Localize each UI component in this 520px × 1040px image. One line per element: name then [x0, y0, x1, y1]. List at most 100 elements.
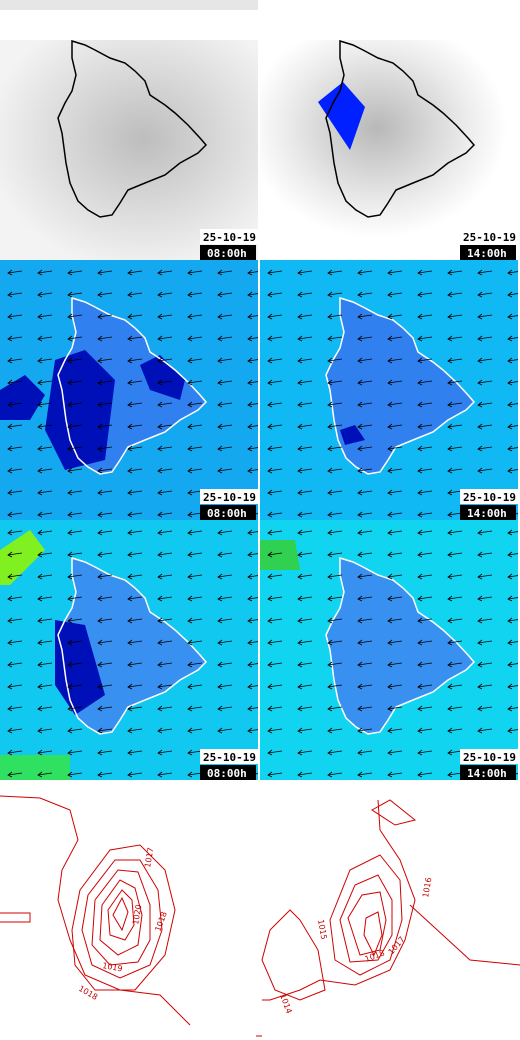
wind-arrow [7, 639, 23, 646]
island-outline [57, 296, 208, 475]
wind-arrow [297, 749, 313, 756]
wind-arrow [417, 467, 433, 474]
wind-arrow [327, 511, 343, 518]
time-box [200, 505, 256, 520]
wind-arrow [387, 705, 403, 712]
wind-arrow [7, 269, 23, 276]
wind-arrow [247, 705, 258, 712]
wind-arrow [127, 749, 143, 756]
wind-arrow [97, 573, 113, 580]
wind-arrow [267, 661, 283, 668]
wind-arrow [97, 269, 113, 276]
island-outline [325, 39, 476, 218]
wind-arrow [447, 551, 463, 558]
map-tile: 25-10-19 14:00h [260, 260, 518, 520]
wind-arrow [97, 423, 113, 430]
wind-arrow [247, 661, 258, 668]
island-outline [57, 39, 208, 218]
wind-arrow [67, 639, 83, 646]
wind-arrow [267, 335, 283, 342]
wind-arrow [37, 291, 53, 298]
wind-arrow [477, 335, 493, 342]
wind-arrow [357, 313, 373, 320]
wind-arrow [297, 551, 313, 558]
wind-arrow [507, 467, 518, 474]
wind-arrow [477, 705, 493, 712]
wind-arrow [507, 423, 518, 430]
wind-arrow [67, 683, 83, 690]
wind-arrow [507, 573, 518, 580]
map-tile: 25-10-19 08:00h [0, 39, 258, 260]
wind-arrow [7, 749, 23, 756]
wind-arrow [267, 595, 283, 602]
wind-arrow [127, 705, 143, 712]
wind-arrow [327, 489, 343, 496]
wind-arrow [217, 705, 233, 712]
wind-arrow [127, 445, 143, 452]
wind-arrow [7, 511, 23, 518]
wind-arrow [97, 313, 113, 320]
wind-arrow [157, 291, 173, 298]
wind-arrow [7, 313, 23, 320]
wind-arrow [37, 771, 53, 778]
wind-arrow [157, 313, 173, 320]
map-tile: 25-10-19 08:00h [0, 520, 258, 780]
wind-arrow [37, 749, 53, 756]
time-box [460, 245, 516, 260]
wind-arrow [477, 357, 493, 364]
island-outline [325, 556, 476, 735]
wind-arrow [387, 269, 403, 276]
wind-arrow [187, 291, 203, 298]
wind-arrow [67, 661, 83, 668]
wind-arrow [327, 661, 343, 668]
wind-arrow [327, 269, 343, 276]
wind-arrow [387, 529, 403, 536]
wind-arrow [417, 401, 433, 408]
wind-arrow [267, 683, 283, 690]
date-label: 25-10-19 [463, 751, 516, 764]
wind-arrow [417, 511, 433, 518]
wind-arrow [37, 423, 53, 430]
wind-arrow [507, 617, 518, 624]
wind-arrow [357, 335, 373, 342]
wind-arrow [507, 269, 518, 276]
wind-arrow [157, 639, 173, 646]
wind-arrow [37, 573, 53, 580]
time-label: 14:00h [467, 247, 507, 260]
wind-arrow [127, 595, 143, 602]
wind-arrow [477, 379, 493, 386]
wind-arrow [297, 595, 313, 602]
wind-arrow [447, 291, 463, 298]
wind-arrow [7, 529, 23, 536]
wind-arrow [217, 335, 233, 342]
wind-arrow [477, 727, 493, 734]
wind-arrow [267, 551, 283, 558]
wind-arrow [97, 749, 113, 756]
wind-arrow [387, 445, 403, 452]
wind-arrow [447, 529, 463, 536]
wind-arrow [127, 313, 143, 320]
wind-arrow [187, 573, 203, 580]
wind-arrow [507, 529, 518, 536]
date-label: 25-10-19 [203, 751, 256, 764]
wind-arrow [267, 423, 283, 430]
wind-arrow [417, 291, 433, 298]
wind-arrow [217, 423, 233, 430]
wind-arrow [417, 313, 433, 320]
wind-arrow [217, 445, 233, 452]
wind-arrow [297, 423, 313, 430]
wind-arrow [217, 595, 233, 602]
wind-arrow [297, 511, 313, 518]
wind-arrow [447, 683, 463, 690]
wind-arrow [217, 357, 233, 364]
wind-arrow [157, 727, 173, 734]
wind-arrow [357, 639, 373, 646]
wind-arrow [7, 423, 23, 430]
wind-arrow [327, 313, 343, 320]
wind-arrow [327, 357, 343, 364]
wind-arrow [477, 639, 493, 646]
wind-arrow [97, 467, 113, 474]
wind-arrow [417, 771, 433, 778]
wind-arrow [187, 727, 203, 734]
wind-arrow [327, 529, 343, 536]
